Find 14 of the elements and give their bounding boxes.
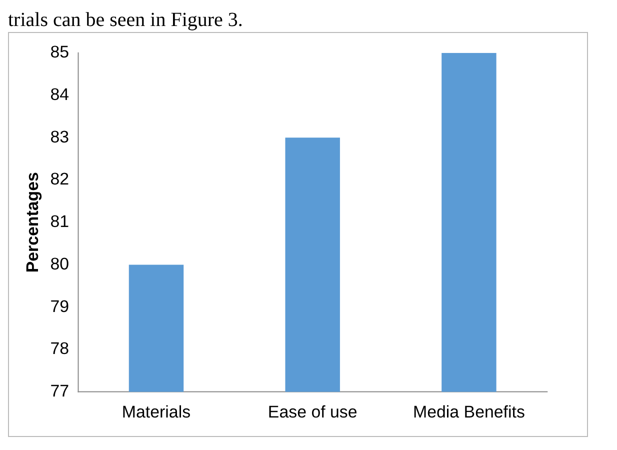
y-tick-label: 81 [50,212,70,232]
y-tick-label: 82 [50,170,70,189]
y-tick-label: 80 [50,254,70,274]
text: trials can be seen in Figure 3. [8,8,244,32]
y-axis-title: Percentages [22,172,42,273]
y-tick-label: 78 [50,339,70,358]
y-tick-label: 79 [50,296,70,316]
y-tick-label: 83 [50,127,70,146]
x-tick-label: Media Benefits [412,402,525,422]
y-tick-label: 85 [50,42,70,62]
y-tick-label: 77 [50,381,70,400]
y-tick-label: 84 [50,84,70,104]
x-tick-label: Materials [122,402,191,422]
x-tick-label: Ease of use [268,402,358,422]
